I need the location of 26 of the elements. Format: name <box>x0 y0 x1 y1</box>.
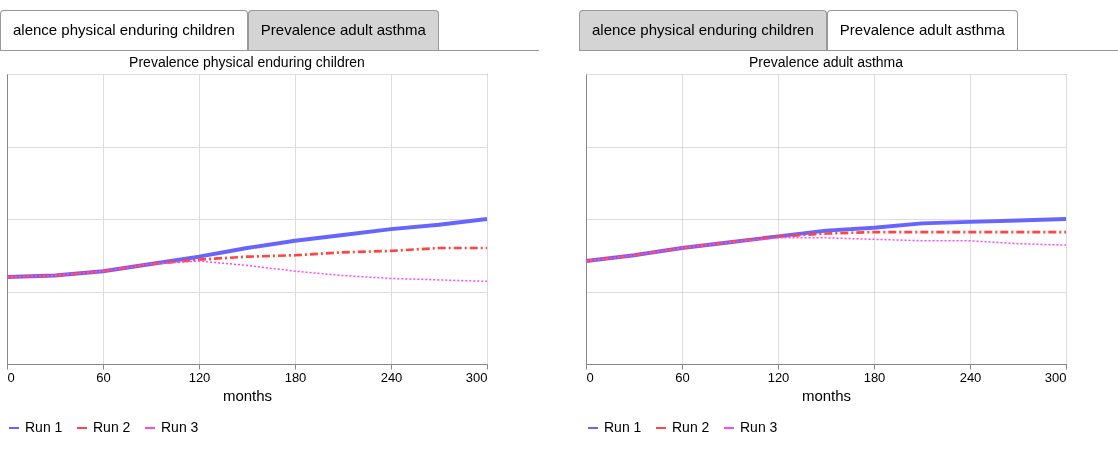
x-tick-label: 120 <box>188 369 211 385</box>
chart-title: Prevalence physical enduring children <box>129 54 365 70</box>
legend-label: Run 1 <box>604 419 642 435</box>
x-tick-label: 60 <box>96 369 111 385</box>
text: alence physical enduring children <box>579 10 827 50</box>
legend-label: Run 3 <box>740 419 778 435</box>
x-tick-label: 180 <box>863 369 886 385</box>
legend-label: Run 2 <box>672 419 710 435</box>
x-axis-title: months <box>801 386 852 404</box>
chart-title: Prevalence adult asthma <box>748 54 904 70</box>
x-tick-label: 300 <box>1044 369 1067 385</box>
x-tick-label: 0 <box>7 369 15 385</box>
x-tick-label: 240 <box>380 369 403 385</box>
x-axis-title: months <box>222 386 273 404</box>
legend-label: Run 2 <box>93 419 131 435</box>
legend-label: Run 1 <box>25 419 63 435</box>
text: Prevalence adult asthma <box>826 10 1018 50</box>
x-tick-label: 120 <box>767 369 790 385</box>
x-tick-label: 0 <box>586 369 594 385</box>
x-tick-label: 180 <box>284 369 307 385</box>
legend-label: Run 3 <box>161 419 199 435</box>
x-tick-label: 300 <box>465 369 488 385</box>
x-tick-label: 60 <box>675 369 690 385</box>
text: Prevalence adult asthma <box>247 10 439 50</box>
x-tick-label: 240 <box>959 369 982 385</box>
text: alence physical enduring children <box>0 10 248 50</box>
